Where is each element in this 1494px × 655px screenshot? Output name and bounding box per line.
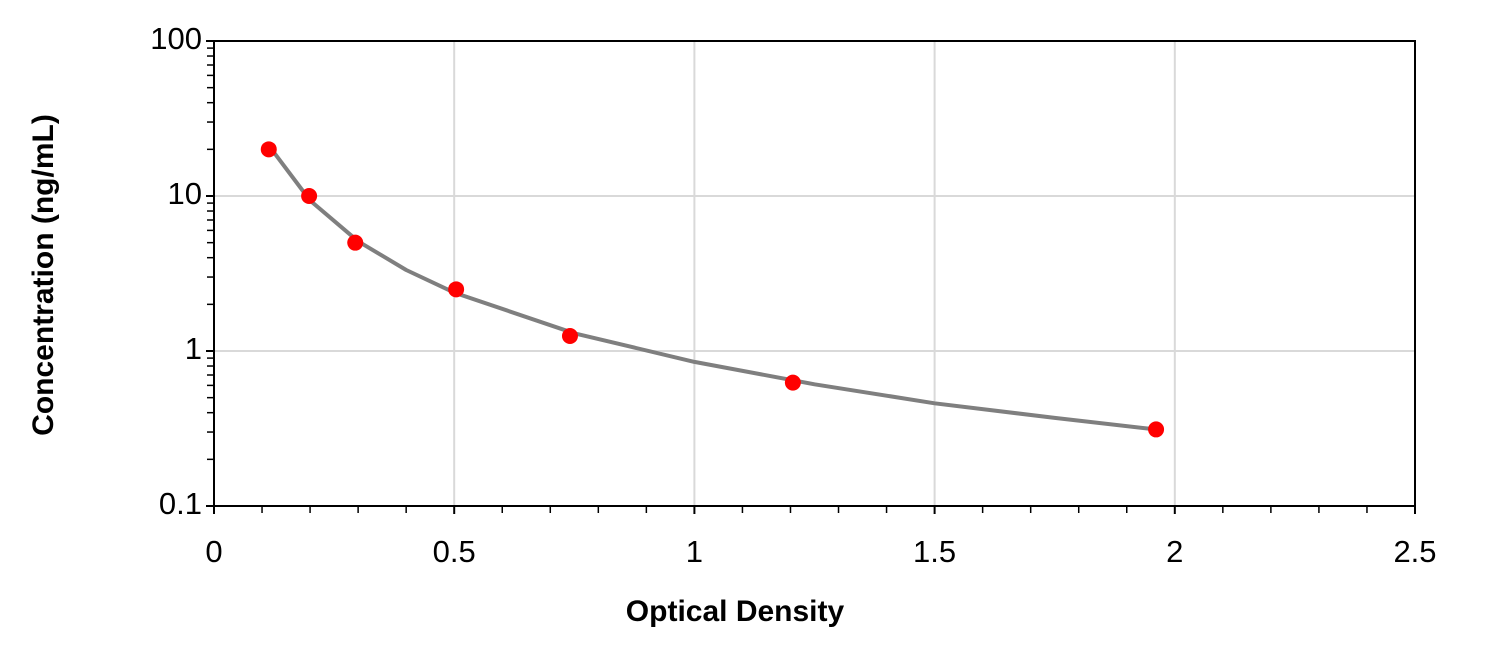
y-tick-label: 1 bbox=[185, 331, 202, 366]
data-point bbox=[448, 281, 465, 298]
plot-frame bbox=[213, 40, 1416, 507]
x-tick-label: 2.5 bbox=[1393, 534, 1436, 569]
x-tick-label: 1.5 bbox=[913, 534, 956, 569]
plot bbox=[260, 141, 1165, 438]
data-point bbox=[301, 188, 318, 204]
x-tick-label: 1 bbox=[686, 534, 703, 569]
grid bbox=[213, 40, 1416, 507]
x-tick-label: 2 bbox=[1166, 534, 1183, 569]
data-point bbox=[561, 327, 578, 344]
x-tick-label: 0.5 bbox=[433, 534, 476, 569]
fit-curve bbox=[270, 148, 1156, 432]
data-point bbox=[1148, 421, 1165, 438]
x-axis-title: Optical Density bbox=[626, 595, 845, 628]
x-tick-label: 0 bbox=[205, 534, 222, 569]
y-tick-label: 10 bbox=[168, 176, 202, 211]
data-point bbox=[784, 374, 801, 391]
y-axis-title: Concentration (ng/mL) bbox=[27, 114, 60, 436]
y-tick-label: 100 bbox=[150, 21, 202, 56]
data-point bbox=[260, 141, 277, 158]
y-tick-label: 0.1 bbox=[159, 486, 202, 521]
data-point bbox=[347, 234, 364, 251]
